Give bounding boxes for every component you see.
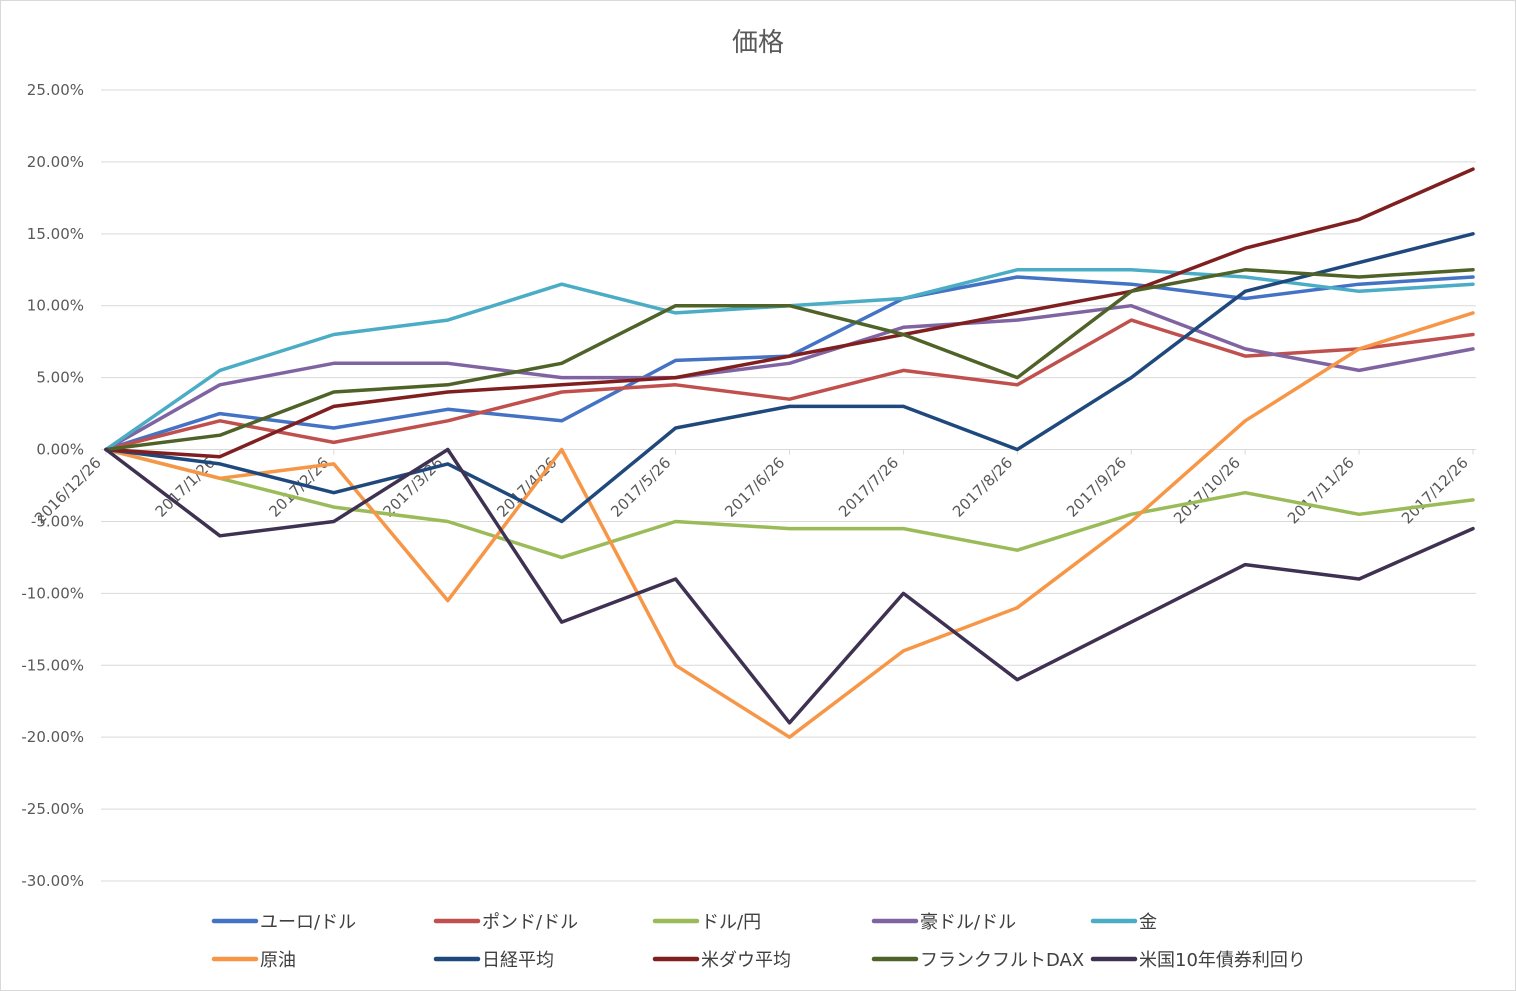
y-tick-label: -20.00% (21, 728, 84, 746)
legend-item-4: 金 (1090, 912, 1157, 933)
legend-label: フランクフルトDAX (920, 950, 1084, 971)
legend-label: 米ダウ平均 (701, 950, 791, 971)
y-tick-label: 10.00% (27, 297, 84, 315)
series-line-7 (104, 167, 1475, 459)
x-axis-ticks: 2016/12/26 2017/1/26 2017/2/26 2017/3/26 201… (31, 449, 1474, 528)
chart-title: 価格 (731, 28, 784, 58)
x-tick-label: 2017/7/26 (835, 454, 902, 521)
legend-item-8: フランクフルトDAX (871, 950, 1084, 971)
legend-item-3: 豪ドル/ドル (871, 912, 1016, 933)
legend-item-7: 米ダウ平均 (652, 950, 791, 971)
y-axis-ticks: 25.00% 20.00% 15.00% 10.00% 5.00% 0.00% -5.00%… (21, 81, 84, 890)
series-line-6 (104, 232, 1475, 524)
legend-label: ドル/円 (701, 912, 761, 933)
x-tick-label: 2017/10/26 (1170, 454, 1244, 528)
x-tick-label: 2017/12/26 (1398, 454, 1472, 528)
x-tick-label: 2017/5/26 (607, 454, 674, 521)
legend-label: 日経平均 (482, 950, 554, 971)
x-tick-label: 2017/9/26 (1063, 454, 1130, 521)
y-tick-label: -10.00% (21, 584, 84, 602)
legend-label: 米国10年債券利回り (1139, 950, 1306, 971)
legend-item-5: 原油 (211, 950, 296, 971)
legend-item-1: ポンド/ドル (433, 912, 578, 933)
series-line-2 (104, 447, 1475, 560)
legend-label: ユーロ/ドル (260, 912, 356, 933)
legend-label: 原油 (260, 950, 296, 971)
y-tick-label: -25.00% (21, 800, 84, 818)
y-tick-label: 25.00% (27, 81, 84, 99)
legend-item-6: 日経平均 (433, 950, 554, 971)
y-tick-label: -5.00% (31, 512, 84, 530)
legend-label: ポンド/ドル (482, 912, 578, 933)
y-tick-label: 5.00% (36, 369, 84, 387)
x-tick-label: 2017/8/26 (949, 454, 1016, 521)
x-tick-label: 2017/6/26 (721, 454, 788, 521)
legend-label: 豪ドル/ドル (920, 912, 1016, 933)
series-line-1 (104, 318, 1475, 452)
y-tick-label: -15.00% (21, 656, 84, 674)
series-line-8 (104, 268, 1475, 452)
series-line-9 (104, 447, 1475, 725)
x-tick-label: 2017/11/26 (1284, 454, 1358, 528)
series-line-3 (104, 303, 1475, 452)
y-tick-label: 20.00% (27, 153, 84, 171)
legend-label: 金 (1139, 912, 1157, 933)
legend-item-0: ユーロ/ドル (211, 912, 356, 933)
legend-item-9: 米国10年債券利回り (1090, 950, 1306, 971)
y-tick-label: -30.00% (21, 872, 84, 890)
legend: ユーロ/ドル ポンド/ドル ドル/円 豪ドル/ドル 金原油 日経平均 米ダウ平均 フランクフル… (211, 912, 1306, 971)
series-line-5 (104, 311, 1475, 739)
y-tick-label: 15.00% (27, 225, 84, 243)
y-tick-label: 0.00% (36, 441, 84, 459)
series-lines (104, 167, 1475, 739)
legend-item-2: ドル/円 (652, 912, 761, 933)
